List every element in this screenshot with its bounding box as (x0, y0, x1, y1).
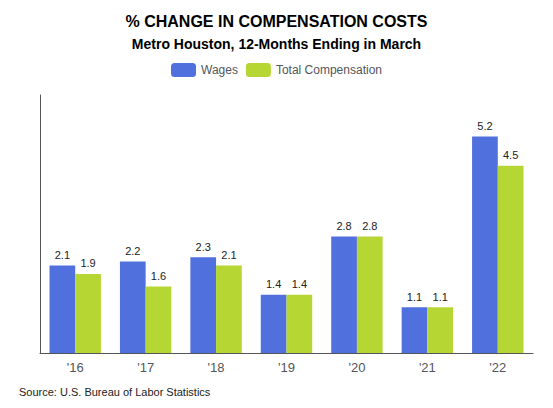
svg-text:Metro Houston, 12-Months Endin: Metro Houston, 12-Months Ending in March (132, 36, 421, 52)
svg-text:1.1: 1.1 (433, 291, 448, 303)
svg-text:1.6: 1.6 (151, 270, 166, 282)
svg-text:'22: '22 (489, 360, 506, 375)
svg-text:'17: '17 (137, 360, 154, 375)
svg-text:2.2: 2.2 (125, 245, 140, 257)
svg-text:1.9: 1.9 (80, 257, 95, 269)
svg-text:Wages: Wages (201, 63, 238, 77)
svg-text:2.8: 2.8 (362, 220, 377, 232)
svg-text:1.4: 1.4 (292, 278, 307, 290)
svg-text:Total Compensation: Total Compensation (276, 63, 382, 77)
svg-text:'16: '16 (67, 360, 84, 375)
svg-text:1.1: 1.1 (407, 291, 422, 303)
svg-text:2.1: 2.1 (55, 249, 70, 261)
svg-text:1.4: 1.4 (266, 278, 281, 290)
svg-text:'19: '19 (278, 360, 295, 375)
svg-text:2.1: 2.1 (221, 249, 236, 261)
svg-text:'20: '20 (348, 360, 365, 375)
svg-text:2.3: 2.3 (196, 241, 211, 253)
svg-text:Source: U.S. Bureau of Labor S: Source: U.S. Bureau of Labor Statistics (19, 386, 211, 398)
svg-text:5.2: 5.2 (477, 120, 492, 132)
svg-text:2.8: 2.8 (336, 220, 351, 232)
svg-text:4.5: 4.5 (503, 149, 518, 161)
svg-text:'21: '21 (419, 360, 436, 375)
svg-text:% CHANGE IN COMPENSATION COSTS: % CHANGE IN COMPENSATION COSTS (126, 13, 428, 30)
svg-text:'18: '18 (208, 360, 225, 375)
